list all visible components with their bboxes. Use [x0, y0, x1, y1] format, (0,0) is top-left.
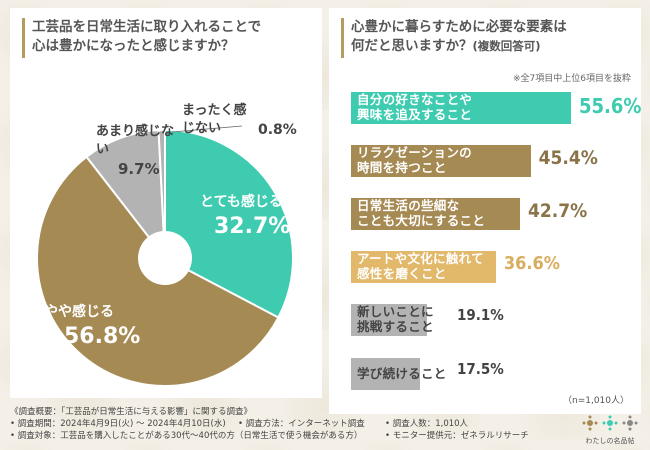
logo-mark-icon — [582, 415, 638, 431]
bar-label-line1: 日常生活の些細な — [357, 198, 460, 213]
title-accent-bar — [341, 18, 344, 58]
bar-2: リラクゼーションの 時間を持つこと — [351, 145, 531, 177]
bar-6: 学び続けること — [351, 358, 446, 390]
bar-label-line2: 時間を持つこと — [357, 160, 447, 175]
bar-label-line2: ことも大切にすること — [357, 213, 486, 228]
pie-center-hole — [138, 231, 192, 285]
bar-label-line1: 自分の好きなことや — [357, 92, 473, 107]
pie-value-mattaku: 0.8% — [258, 122, 297, 138]
brand-logo: わたしの名品帖 — [578, 414, 642, 446]
bar-value-2: 45.4% — [538, 147, 598, 169]
bar-4: アートや文化に触れて 感性を磨くこと — [351, 251, 496, 283]
bar-title-line1: 心豊かに暮らすために必要な要素は — [351, 19, 567, 35]
bar-label: 新しいことに 挑戦すること — [357, 304, 434, 334]
slice-mattaku — [157, 128, 166, 259]
pie-leader-line — [171, 125, 243, 133]
pie-title-line2: 心は豊かになったと感じますか？ — [32, 38, 235, 54]
slice-amari — [85, 129, 167, 262]
bar-title-multi: (複数回答可) — [472, 39, 541, 53]
bar-card: 心豊かに暮らすために必要な要素は 何だと思いますか？(複数回答可) ※全7項目中… — [329, 8, 641, 414]
pie-label-totemo-text: とても感じる — [200, 194, 283, 210]
pie-card: 工芸品を日常生活に取り入れることで 心は豊かになったと感じますか？ とても感じる… — [10, 8, 322, 398]
bar-label: アートや文化に触れて 感性を磨くこと — [357, 251, 484, 281]
pie-label-mattaku: まったく感じない 0.8% — [182, 102, 297, 138]
footer-period: • 調査期間：2024年4月9日(火) ～ 2024年4月10日(水) — [10, 419, 226, 429]
pie-value-totemo: 32.7% — [214, 214, 291, 239]
title-accent-bar — [22, 18, 25, 58]
pie-title-line1: 工芸品を日常生活に取り入れることで — [32, 19, 262, 35]
footer-provider: • モニター提供元：ゼネラルリサーチ — [385, 431, 529, 441]
bar-label-line2: 感性を磨くこと — [357, 266, 447, 281]
bar-value-1: 55.6% — [579, 94, 642, 118]
footer-overview: 《調査概要：「工芸品が日常生活に与える影響」に関する調査》 — [10, 407, 252, 417]
footer-method: • 調査方法：インターネット調査 — [238, 419, 365, 429]
bar-3: 日常生活の些細な ことも大切にすること — [351, 198, 520, 230]
bar-value-3: 42.7% — [527, 200, 588, 222]
bar-value-6: 17.5% — [457, 360, 504, 378]
bar-label: 学び続けること — [357, 366, 447, 381]
footer-target: • 調査対象：工芸品を購入したことがある30代～40代の方（日常生活で使う機会が… — [10, 431, 363, 441]
bar-label-line2: 興味を追及すること — [357, 107, 473, 122]
logo-text: わたしの名品帖 — [585, 437, 635, 445]
bar-value-5: 19.1% — [457, 306, 504, 324]
footer-respondents: • 調査人数：1,010人 — [385, 419, 469, 429]
pie-chart — [36, 125, 294, 387]
bar-question-title: 心豊かに暮らすために必要な要素は 何だと思いますか？(複数回答可) — [351, 18, 567, 56]
pie-label-yaya-text: やや感じる — [44, 304, 114, 320]
pie-value-amari: 9.7% — [118, 160, 160, 178]
bar-label-line2: 挑戦すること — [357, 319, 434, 334]
bar-label-line1: リラクゼーションの — [357, 145, 472, 160]
bar-label-line1: アートや文化に触れて — [357, 251, 484, 266]
bar-1: 自分の好きなことや 興味を追及すること — [351, 92, 571, 124]
sample-size: （n=1,010人） — [562, 396, 629, 406]
bar-label: リラクゼーションの 時間を持つこと — [357, 145, 472, 175]
bar-value-4: 36.6% — [503, 253, 560, 274]
bar-label-line1: 学び続けること — [357, 366, 447, 381]
pie-label-yaya: やや感じる 56.8% — [44, 304, 140, 350]
bar-5: 新しいことに 挑戦すること — [351, 304, 434, 336]
pie-label-amari-text: あまり感じない — [96, 124, 175, 157]
bar-label: 自分の好きなことや 興味を追及すること — [357, 92, 472, 122]
slice-totemo — [164, 128, 294, 319]
pie-label-mattaku-text: まったく感じない — [182, 103, 247, 136]
pie-label-totemo: とても感じる 32.7% — [200, 194, 290, 240]
pie-value-yaya: 56.8% — [64, 324, 141, 349]
bar-title-line2: 何だと思いますか？ — [351, 38, 473, 54]
bar-note: ※全7項目中上位6項目を抜粋 — [513, 74, 631, 84]
pie-question-title: 工芸品を日常生活に取り入れることで 心は豊かになったと感じますか？ — [32, 18, 261, 56]
pie-label-amari: あまり感じない 9.7% — [96, 123, 176, 177]
bar-label: 日常生活の些細な ことも大切にすること — [357, 198, 485, 228]
bar-label-line1: 新しいことに — [357, 304, 434, 319]
